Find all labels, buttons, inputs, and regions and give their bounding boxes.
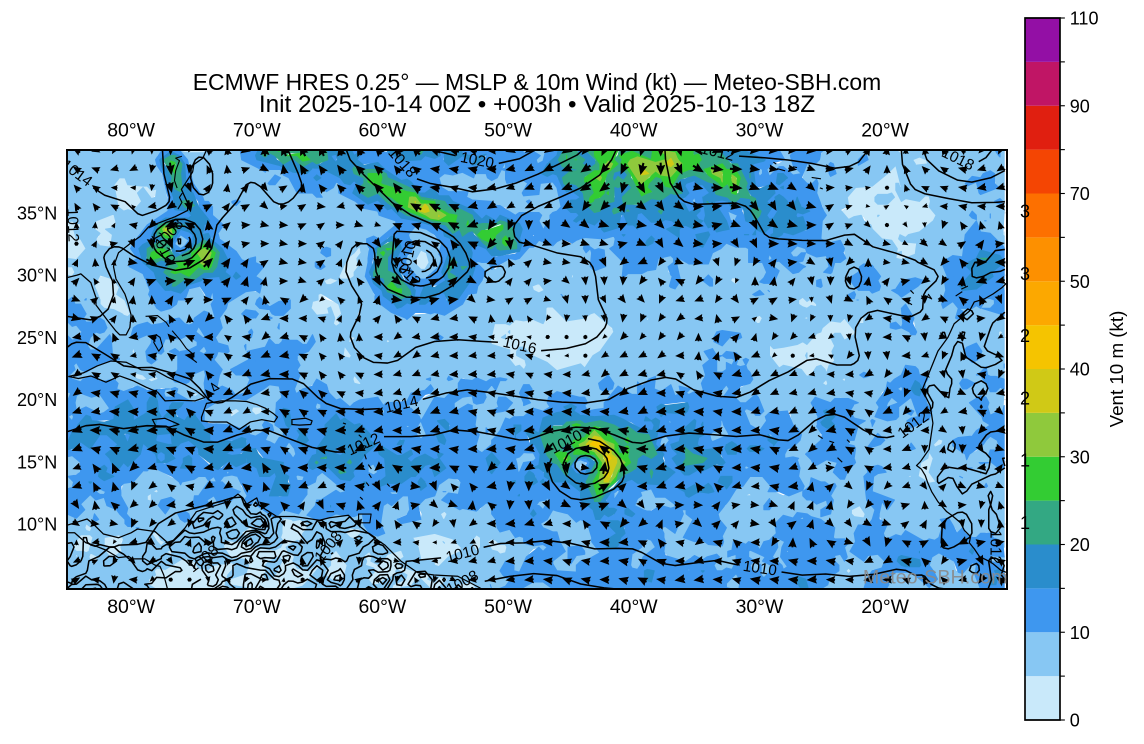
svg-text:40: 40 — [1070, 360, 1090, 380]
svg-text:40°W: 40°W — [610, 596, 658, 618]
svg-text:30: 30 — [1070, 447, 1090, 467]
svg-text:60°W: 60°W — [358, 596, 406, 618]
svg-text:2: 2 — [1020, 388, 1030, 408]
svg-text:25°N: 25°N — [17, 328, 57, 348]
svg-text:50°W: 50°W — [484, 596, 532, 618]
svg-text:1: 1 — [1020, 451, 1030, 471]
svg-text:70°W: 70°W — [233, 119, 281, 141]
svg-text:30°W: 30°W — [736, 596, 784, 618]
svg-text:10°N: 10°N — [17, 515, 57, 535]
svg-text:10: 10 — [1070, 623, 1090, 643]
svg-text:60°W: 60°W — [358, 119, 406, 141]
svg-text:50°W: 50°W — [484, 119, 532, 141]
svg-text:35°N: 35°N — [17, 203, 57, 223]
svg-text:70: 70 — [1070, 184, 1090, 204]
svg-text:50: 50 — [1070, 272, 1090, 292]
svg-text:1: 1 — [1020, 513, 1030, 533]
svg-text:20°W: 20°W — [861, 596, 909, 618]
svg-text:1010: 1010 — [742, 558, 778, 580]
svg-text:3: 3 — [1020, 264, 1030, 284]
svg-text:70°W: 70°W — [233, 596, 281, 618]
svg-text:20°W: 20°W — [861, 119, 909, 141]
svg-text:Vent 10 m (kt): Vent 10 m (kt) — [1106, 311, 1127, 428]
svg-text:80°W: 80°W — [107, 596, 155, 618]
svg-text:1012: 1012 — [63, 208, 81, 243]
svg-text:1010: 1010 — [396, 239, 420, 276]
svg-text:ECMWF HRES 0.25° — MSLP & 10m: ECMWF HRES 0.25° — MSLP & 10m Wind (kt) … — [193, 69, 881, 95]
svg-text:Init 2025-10-14 00Z • +003h •: Init 2025-10-14 00Z • +003h • Valid 2025… — [259, 91, 815, 118]
svg-text:40°W: 40°W — [610, 119, 658, 141]
svg-text:15°N: 15°N — [17, 452, 57, 472]
svg-text:20°N: 20°N — [17, 390, 57, 410]
svg-text:30°N: 30°N — [17, 266, 57, 286]
svg-text:3: 3 — [1020, 202, 1030, 222]
svg-text:90: 90 — [1070, 96, 1090, 116]
svg-text:80°W: 80°W — [107, 119, 155, 141]
svg-text:30°W: 30°W — [736, 119, 784, 141]
svg-text:1012: 1012 — [986, 530, 1003, 564]
svg-text:110: 110 — [1070, 9, 1099, 29]
svg-text:20: 20 — [1070, 535, 1090, 555]
svg-text:2: 2 — [1020, 326, 1030, 346]
svg-text:0: 0 — [1070, 711, 1080, 731]
svg-text:Meteo-SBH.com: Meteo-SBH.com — [863, 567, 1008, 589]
svg-text:1016: 1016 — [501, 334, 538, 358]
svg-text:1020: 1020 — [459, 149, 496, 172]
